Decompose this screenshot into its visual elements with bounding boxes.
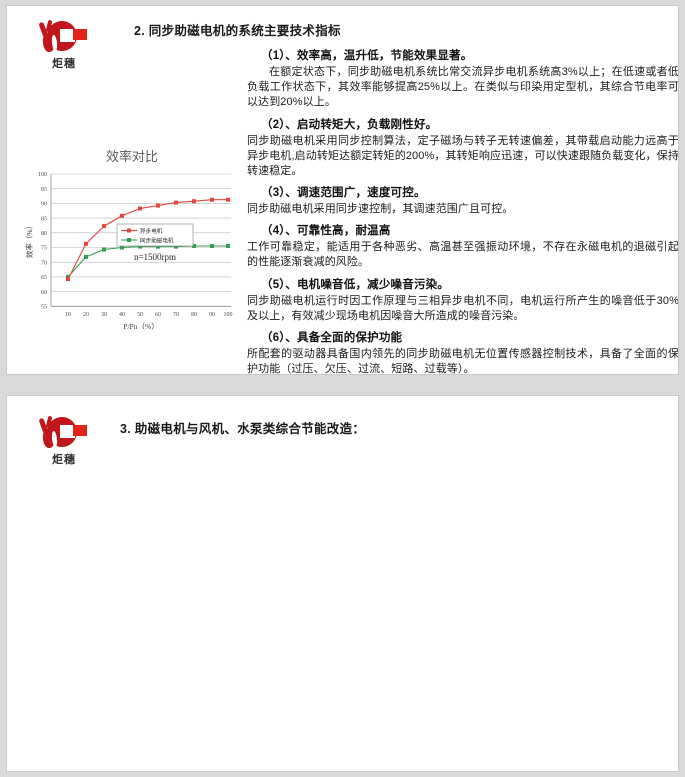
svg-text:55: 55 (41, 305, 47, 311)
x-axis-title: P/Pn（%） (123, 322, 158, 331)
svg-text:100: 100 (224, 312, 233, 318)
subsection-body: 同步助磁电机采用同步速控制，其调速范围广且可控。 (247, 203, 514, 216)
page-title: 2. 同步助磁电机的系统主要技术指标 (134, 24, 341, 38)
series-line-asynchronous (67, 199, 228, 280)
svg-text:80: 80 (191, 312, 197, 318)
subsection-body: 所配套的驱动器具备国内领先的同步助磁电机无位置传感器控制技术，具备了全面的保护功… (247, 347, 679, 375)
svg-text:70: 70 (41, 260, 47, 266)
y-tick-labels: 100 95 90 85 80 75 70 65 60 55 (38, 172, 47, 310)
subsection-heading: （1）、效率高，温升低，节能效果显著。 (261, 50, 473, 62)
svg-text:90: 90 (41, 202, 47, 208)
subsection-heading: （4）、可靠性高，耐温高 (261, 225, 391, 238)
slide-section-2: 炬穗 2. 同步助磁电机的系统主要技术指标 效率对比 (6, 5, 679, 375)
subsection-heading: （2）、启动转矩大，负载刚性好。 (261, 118, 438, 131)
series-line-synchronous (67, 245, 228, 278)
svg-text:100: 100 (38, 172, 47, 178)
svg-text:40: 40 (119, 312, 125, 318)
subsection-body: 同步助磁电机运行时因工作原理与三相异步电机不同，电机运行所产生的噪音低于30%及… (247, 294, 679, 322)
subsection-body: 工作可靠稳定，能适用于各种恶劣、高温甚至强振动环境，不存在永磁电机的退磁引起的性… (247, 241, 679, 269)
chart-legend: 异步电机 同步助磁电机 (116, 223, 194, 247)
series-markers-synchronous (66, 244, 230, 279)
subsection-heading: （3）、调速范围广，速度可控。 (261, 187, 426, 200)
page-title: 3. 助磁电机与风机、水泵类综合节能改造： (120, 422, 366, 436)
efficiency-comparison-chart: 效率对比 100 95 (21, 146, 243, 331)
company-logo: 炬穗 (29, 19, 99, 71)
y-axis-title: 效率（%） (24, 222, 34, 258)
svg-text:95: 95 (41, 187, 47, 193)
company-logo: 炬穗 (29, 415, 99, 467)
subsection-heading: （6）、具备全面的保护功能 (261, 331, 403, 344)
svg-text:50: 50 (137, 312, 143, 318)
legend-label-asynchronous: 异步电机 (140, 227, 163, 235)
chart-title: 效率对比 (105, 149, 158, 164)
svg-text:70: 70 (173, 312, 179, 318)
subsection-body: 同步助磁电机采用同步控制算法，定子磁场与转子无转速偏差，其带载启动能力远高于异步… (247, 134, 679, 177)
flame-logo-icon (33, 415, 95, 450)
svg-text:75: 75 (41, 246, 47, 252)
slide-section-3: 炬穗 3. 助磁电机与风机、水泵类综合节能改造： 泵类负载效率对比 (6, 395, 679, 772)
logo-text: 炬穗 (52, 58, 76, 70)
svg-text:10: 10 (65, 312, 71, 318)
logo-text: 炬穗 (52, 454, 76, 466)
svg-text:65: 65 (41, 275, 47, 281)
section-2-body: （1）、效率高，温升低，节能效果显著。 在额定状态下，同步助磁电机系统比常交流异… (247, 42, 679, 375)
svg-text:20: 20 (83, 312, 89, 318)
svg-text:80: 80 (41, 231, 47, 237)
flame-logo-icon (33, 19, 95, 54)
subsection-body: 在额定状态下，同步助磁电机系统比常交流异步电机系统高3%以上；在低速或者低负载工… (247, 66, 679, 109)
svg-text:90: 90 (209, 312, 215, 318)
legend-label-synchronous: 同步助磁电机 (140, 236, 174, 244)
chart-annotation: n=1500rpm (134, 252, 176, 262)
series-markers-asynchronous (66, 197, 230, 282)
svg-text:30: 30 (101, 312, 107, 318)
chart-plot-area: 100 95 90 85 80 75 70 65 60 55 10 20 30 … (24, 172, 233, 331)
x-tick-labels: 10 20 30 40 50 60 70 80 90 100 (65, 312, 233, 318)
svg-text:60: 60 (41, 290, 47, 296)
subsection-heading: （5）、电机噪音低，减少噪音污染。 (261, 278, 450, 291)
svg-text:85: 85 (41, 216, 47, 222)
svg-text:60: 60 (155, 312, 161, 318)
